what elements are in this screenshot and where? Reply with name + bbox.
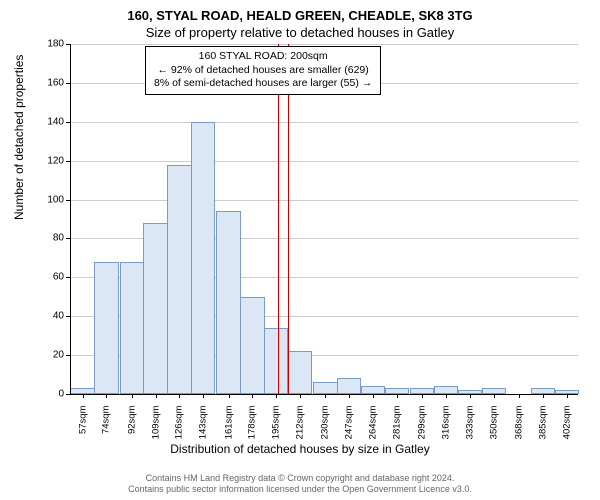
x-tick-label: 92sqm xyxy=(126,406,137,446)
chart-title-main: 160, STYAL ROAD, HEALD GREEN, CHEADLE, S… xyxy=(0,0,600,23)
x-tick-mark xyxy=(83,394,84,398)
x-tick-label: 350sqm xyxy=(488,406,499,446)
gridline-h xyxy=(70,394,578,395)
x-tick-label: 178sqm xyxy=(247,406,258,446)
y-tick-label: 100 xyxy=(47,194,64,205)
gridline-h xyxy=(70,122,578,123)
histogram-bar xyxy=(94,262,118,394)
y-tick-label: 180 xyxy=(47,39,64,50)
histogram-bar xyxy=(361,386,385,394)
y-axis-line xyxy=(70,44,71,394)
annotation-box: 160 STYAL ROAD: 200sqm ← 92% of detached… xyxy=(145,46,381,95)
histogram-bar xyxy=(143,223,167,394)
y-tick-label: 20 xyxy=(53,350,64,361)
x-tick-label: 264sqm xyxy=(368,406,379,446)
y-tick-label: 160 xyxy=(47,77,64,88)
x-tick-mark xyxy=(203,394,204,398)
x-tick-mark xyxy=(519,394,520,398)
reference-line xyxy=(278,44,279,394)
x-tick-label: 161sqm xyxy=(223,406,234,446)
x-tick-mark xyxy=(446,394,447,398)
x-tick-label: 212sqm xyxy=(295,406,306,446)
x-tick-label: 333sqm xyxy=(464,406,475,446)
x-tick-label: 385sqm xyxy=(537,406,548,446)
histogram-bar xyxy=(313,382,337,394)
histogram-bar xyxy=(216,211,240,394)
x-tick-mark xyxy=(229,394,230,398)
x-tick-label: 299sqm xyxy=(417,406,428,446)
x-tick-label: 109sqm xyxy=(150,406,161,446)
footer: Contains HM Land Registry data © Crown c… xyxy=(0,473,600,496)
histogram-bar xyxy=(288,351,312,394)
x-tick-label: 402sqm xyxy=(561,406,572,446)
histogram-bar xyxy=(264,328,288,394)
y-tick-label: 60 xyxy=(53,272,64,283)
annotation-line2: ← 92% of detached houses are smaller (62… xyxy=(154,64,372,78)
gridline-h xyxy=(70,161,578,162)
histogram-bar xyxy=(434,386,458,394)
reference-line xyxy=(288,44,289,394)
y-tick-label: 80 xyxy=(53,233,64,244)
x-tick-mark xyxy=(132,394,133,398)
chart-container: 160, STYAL ROAD, HEALD GREEN, CHEADLE, S… xyxy=(0,0,600,500)
y-axis-label: Number of detached properties xyxy=(12,55,26,220)
x-tick-mark xyxy=(106,394,107,398)
histogram-bar xyxy=(120,262,144,394)
gridline-h xyxy=(70,44,578,45)
x-tick-mark xyxy=(300,394,301,398)
x-tick-label: 247sqm xyxy=(344,406,355,446)
x-tick-mark xyxy=(494,394,495,398)
y-tick-label: 140 xyxy=(47,116,64,127)
chart-title-sub: Size of property relative to detached ho… xyxy=(0,23,600,44)
y-tick-mark xyxy=(66,394,70,395)
y-tick-label: 120 xyxy=(47,155,64,166)
x-tick-mark xyxy=(422,394,423,398)
x-tick-label: 195sqm xyxy=(271,406,282,446)
annotation-line1: 160 STYAL ROAD: 200sqm xyxy=(154,50,372,64)
x-tick-mark xyxy=(470,394,471,398)
x-tick-mark xyxy=(252,394,253,398)
footer-line1: Contains HM Land Registry data © Crown c… xyxy=(0,473,600,485)
x-tick-label: 126sqm xyxy=(174,406,185,446)
histogram-bar xyxy=(167,165,191,394)
x-tick-mark xyxy=(179,394,180,398)
x-tick-mark xyxy=(397,394,398,398)
x-tick-mark xyxy=(567,394,568,398)
histogram-bar xyxy=(191,122,215,394)
x-tick-mark xyxy=(373,394,374,398)
histogram-bar xyxy=(337,378,361,394)
x-tick-label: 230sqm xyxy=(320,406,331,446)
x-tick-mark xyxy=(349,394,350,398)
annotation-line3: 8% of semi-detached houses are larger (5… xyxy=(154,77,372,91)
x-tick-label: 74sqm xyxy=(101,406,112,446)
x-tick-label: 368sqm xyxy=(514,406,525,446)
x-tick-label: 316sqm xyxy=(441,406,452,446)
histogram-bar xyxy=(240,297,264,394)
x-tick-label: 281sqm xyxy=(391,406,402,446)
x-tick-label: 57sqm xyxy=(77,406,88,446)
x-tick-mark xyxy=(276,394,277,398)
y-tick-label: 40 xyxy=(53,311,64,322)
x-tick-mark xyxy=(156,394,157,398)
y-tick-label: 0 xyxy=(58,389,64,400)
footer-line2: Contains public sector information licen… xyxy=(0,484,600,496)
gridline-h xyxy=(70,200,578,201)
x-tick-mark xyxy=(543,394,544,398)
x-tick-label: 143sqm xyxy=(198,406,209,446)
x-axis-title: Distribution of detached houses by size … xyxy=(0,442,600,456)
x-tick-mark xyxy=(325,394,326,398)
